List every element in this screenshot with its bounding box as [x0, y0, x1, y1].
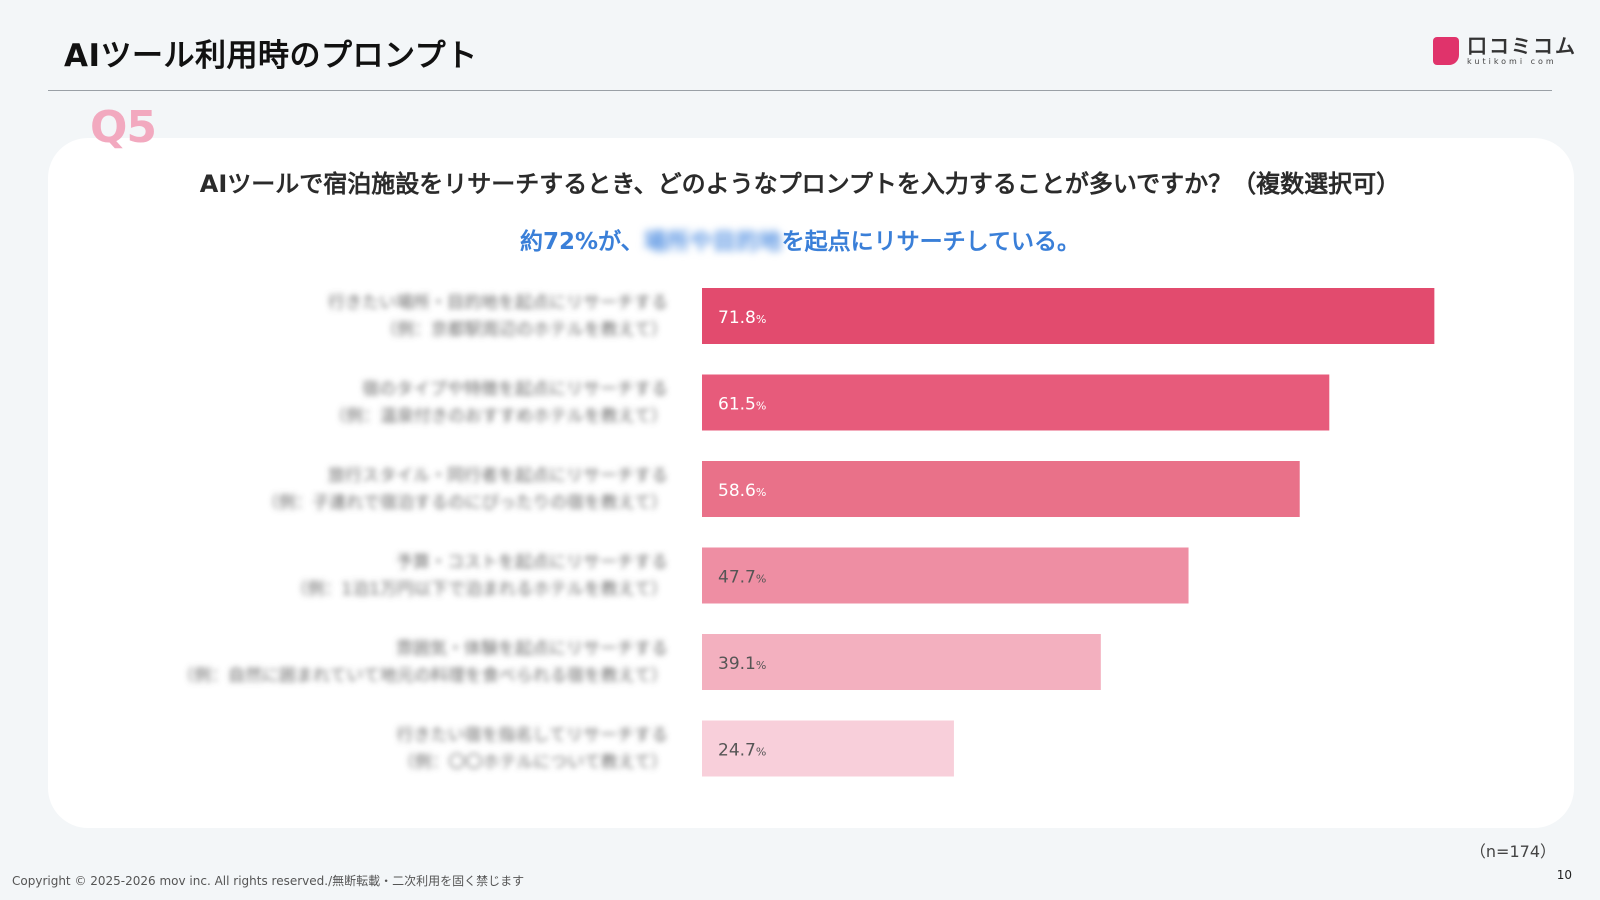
- bar-4: [702, 547, 1189, 604]
- page-title: AIツール利用時のプロンプト: [64, 38, 478, 74]
- key-finding-suffix: を起点にリサーチしている。: [781, 229, 1080, 255]
- bar-value-label: 24.7%: [718, 741, 766, 761]
- sample-size-note: （n=174）: [1469, 842, 1556, 861]
- bar-value-label: 39.1%: [718, 654, 766, 674]
- bar-value-unit: %: [756, 400, 766, 413]
- page-number: 10: [1556, 868, 1572, 882]
- header-divider: [48, 90, 1552, 91]
- bar-value-unit: %: [756, 486, 766, 499]
- copyright-text: Copyright © 2025-2026 mov inc. All right…: [12, 874, 525, 888]
- logo-mark-icon: [1433, 37, 1459, 65]
- question-number: Q5: [90, 102, 157, 153]
- bar-1: [702, 288, 1435, 344]
- bar-value-unit: %: [756, 746, 766, 759]
- category-label-line: 雰囲気・体験を起点にリサーチする: [396, 639, 668, 659]
- category-label-6: 行きたい宿を指名してリサーチする （例：〇〇ホテルについて教えて）: [397, 726, 669, 773]
- category-label-line: （例：〇〇ホテルについて教えて）: [397, 753, 668, 773]
- key-finding: 約72%が、場所や目的地を起点にリサーチしている。: [0, 222, 1600, 256]
- question-text: AIツールで宿泊施設をリサーチするとき、どのようなプロンプトを入力することが多い…: [199, 170, 1401, 198]
- bar-value-label: 61.5%: [718, 395, 766, 415]
- category-label-4: 予算・コストを起点にリサーチする （例：1泊1万円以下で泊まれるホテルを教えて）: [290, 553, 668, 600]
- category-label-line: （例：温泉付きのおすすめホテルを教えて）: [329, 407, 668, 427]
- logo-text-block: 口コミコム kutikomi com: [1467, 36, 1577, 66]
- bar-3: [702, 461, 1300, 517]
- bar-5: [702, 634, 1101, 690]
- category-label-1: 行きたい場所・目的地を起点にリサーチする （例：京都駅周辺のホテルを教えて）: [328, 293, 668, 340]
- bar-value-label: 58.6%: [718, 481, 766, 501]
- brand-logo: 口コミコム kutikomi com: [1433, 36, 1577, 66]
- bar-6: [702, 720, 954, 777]
- bar-value-unit: %: [756, 313, 766, 326]
- bar-value-label: 71.8%: [718, 308, 766, 328]
- category-label-5: 雰囲気・体験を起点にリサーチする （例：自然に囲まれていて地元の料理を食べられる宿…: [177, 639, 668, 686]
- category-label-line: 宿のタイプや特徴を起点にリサーチする: [362, 380, 668, 400]
- category-label-2: 宿のタイプや特徴を起点にリサーチする （例：温泉付きのおすすめホテルを教えて）: [329, 380, 668, 427]
- category-label-3: 旅行スタイル・同行者を起点にリサーチする （例：子連れで宿泊するのにぴったりの宿を…: [261, 466, 668, 513]
- bar-value-label: 47.7%: [718, 568, 766, 588]
- category-label-line: 予算・コストを起点にリサーチする: [396, 553, 668, 573]
- logo-text: 口コミコム: [1467, 34, 1577, 58]
- bar-value-unit: %: [756, 659, 766, 672]
- category-label-line: （例：子連れで宿泊するのにぴったりの宿を教えて）: [261, 493, 668, 513]
- logo-subtext: kutikomi com: [1467, 57, 1557, 66]
- category-label-line: （例：自然に囲まれていて地元の料理を食べられる宿を教えて）: [177, 666, 668, 686]
- bar-2: [702, 374, 1330, 431]
- key-finding-prefix: 約72%が、: [520, 229, 644, 255]
- bar-value-unit: %: [756, 573, 766, 586]
- key-finding-blurred: 場所や目的地: [643, 229, 782, 255]
- category-label-line: （例：京都駅周辺のホテルを教えて）: [380, 320, 668, 340]
- category-label-line: 行きたい宿を指名してリサーチする: [397, 726, 669, 746]
- category-label-line: （例：1泊1万円以下で泊まれるホテルを教えて）: [290, 580, 668, 600]
- category-label-line: 行きたい場所・目的地を起点にリサーチする: [328, 293, 668, 313]
- category-label-line: 旅行スタイル・同行者を起点にリサーチする: [328, 466, 668, 486]
